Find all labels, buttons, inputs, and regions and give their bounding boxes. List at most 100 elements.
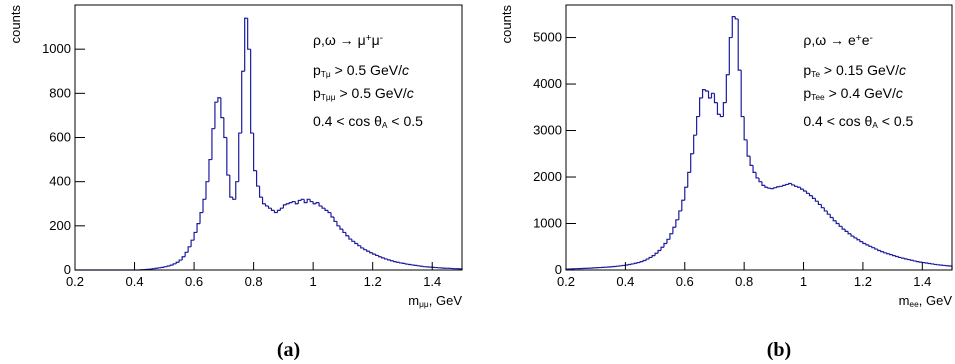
x-tick-label: 0.2 — [557, 274, 575, 289]
text-part: ee — [909, 299, 919, 309]
x-tick-label: 1.2 — [364, 274, 382, 289]
histogram-bin — [684, 186, 688, 201]
text-part: c — [407, 85, 414, 101]
histogram-bin — [719, 114, 724, 118]
histogram-bin — [247, 18, 251, 50]
histogram-bin — [166, 265, 171, 267]
histogram-bin — [690, 153, 694, 173]
text-part: 0.4 < cos θ — [313, 113, 382, 129]
annotation: ρ,ω → e+e- — [803, 32, 873, 48]
x-tick-label: 1 — [800, 274, 807, 289]
histogram-bin — [794, 184, 798, 187]
histogram-bin — [235, 181, 239, 200]
histogram-bin — [336, 221, 340, 227]
histogram-bin — [330, 212, 334, 218]
chart: 0.2 0.4 0.6 0.8 1 1.2 1.4 0 200 400 600 800 1000 coun… — [8, 4, 463, 361]
histogram-bin — [211, 128, 215, 160]
histogram-bin — [657, 249, 662, 254]
histogram-bin — [348, 235, 352, 240]
text-part: μ — [372, 32, 380, 48]
annotation: pTμμ > 0.5 GeV/c — [313, 85, 414, 102]
histogram-bin — [915, 260, 920, 263]
histogram-bin — [226, 137, 230, 176]
histogram-bin — [315, 202, 320, 204]
histogram-bin — [731, 16, 736, 38]
histogram-bin — [749, 156, 754, 166]
y-tick-label: 0 — [64, 262, 71, 277]
text-part: > 0.5 GeV/ — [331, 62, 402, 78]
histogram-bin — [279, 207, 284, 211]
histogram-bin — [363, 247, 367, 251]
histogram-bin — [285, 203, 290, 205]
histogram-bin — [163, 266, 168, 268]
y-tick-label: 5000 — [533, 30, 562, 45]
histogram-bin — [755, 172, 759, 179]
text-part: μμ — [419, 299, 429, 309]
histogram-bin — [244, 17, 248, 72]
histogram-bin — [654, 252, 659, 256]
histogram-bin — [814, 198, 819, 202]
histogram-bin — [169, 264, 174, 267]
histogram-bin — [333, 217, 337, 223]
histogram-bin — [273, 210, 278, 214]
histogram-bin — [785, 183, 789, 186]
histogram-bin — [797, 186, 801, 188]
histogram-bin — [327, 210, 332, 214]
histogram-bin — [912, 260, 917, 262]
histogram-bin — [740, 70, 745, 118]
histogram-bin — [699, 97, 703, 117]
y-tick-label: 1000 — [533, 216, 562, 231]
histogram-bin — [232, 197, 236, 200]
histogram-bin — [687, 171, 691, 188]
annotation: 0.4 < cos θA < 0.5 — [313, 113, 423, 130]
histogram-bin — [874, 247, 878, 250]
text-part: m — [408, 293, 419, 308]
histogram-bin — [716, 102, 721, 115]
y-tick-label: 200 — [49, 218, 71, 233]
x-tick-label: 1 — [310, 274, 317, 289]
histogram-bin — [791, 183, 795, 186]
histogram-bin — [802, 189, 807, 192]
histogram-bin — [886, 252, 890, 255]
text-part: < 0.5 — [387, 113, 423, 129]
text-part: > 0.5 GeV/ — [336, 85, 407, 101]
x-tick-label: 0.6 — [185, 274, 203, 289]
histogram-bin — [799, 187, 804, 190]
histogram-bin — [859, 239, 863, 243]
histogram-bin — [276, 209, 281, 213]
y-tick-label: 0 — [555, 262, 562, 277]
histogram-bin — [856, 237, 860, 241]
histogram-bin — [811, 195, 816, 200]
histogram-bin — [375, 254, 379, 257]
histogram-bin — [829, 214, 834, 219]
y-tick-label: 2000 — [533, 169, 562, 184]
x-axis-label: mμμ, GeV — [408, 293, 462, 309]
y-tick-label: 400 — [49, 174, 71, 189]
text-part: Tμ — [321, 69, 331, 79]
text-part: p — [803, 85, 811, 101]
histogram-bin — [704, 89, 709, 92]
histogram-bin — [639, 261, 644, 263]
histogram-bin — [672, 226, 676, 234]
histogram-bin — [838, 223, 843, 227]
histogram-bin — [630, 263, 635, 265]
histogram-bin — [250, 49, 254, 134]
histogram-bin — [261, 197, 266, 205]
histogram-bin — [746, 139, 751, 157]
histogram-bin — [832, 217, 837, 222]
histogram-bin — [389, 259, 394, 262]
histogram-bin — [229, 175, 233, 198]
histogram-bin — [897, 256, 902, 259]
histogram-bin — [903, 258, 908, 260]
histogram-bin — [906, 258, 911, 261]
histogram-bin — [645, 258, 650, 261]
histogram-bin — [258, 186, 263, 198]
histogram-bin — [369, 251, 373, 254]
text-part: c — [899, 62, 906, 78]
histogram-bin — [214, 101, 218, 129]
histogram-bin — [372, 252, 376, 255]
histogram-bin — [395, 261, 400, 263]
histogram-bin — [184, 251, 189, 257]
histogram-bin — [841, 226, 846, 230]
